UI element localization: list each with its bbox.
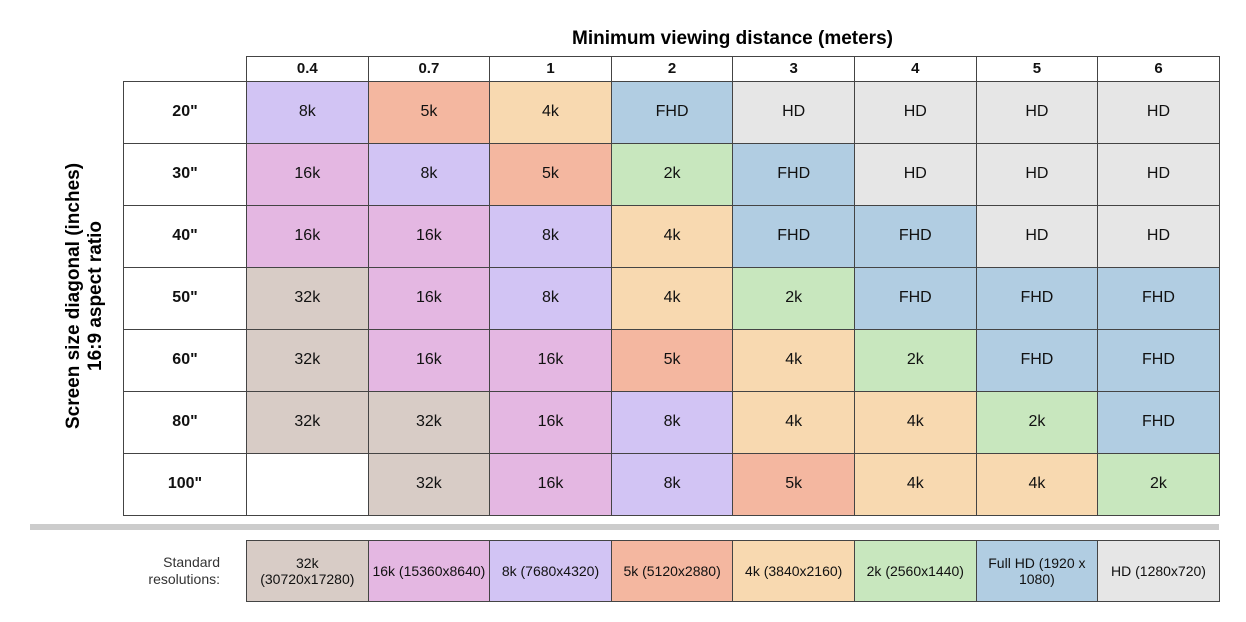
resolution-cell bbox=[246, 453, 369, 516]
resolution-cell: HD bbox=[732, 81, 855, 144]
resolution-cell: 4k bbox=[854, 453, 977, 516]
column-header: 6 bbox=[1097, 56, 1220, 82]
row-label: 100" bbox=[123, 453, 247, 516]
resolution-cell: 32k bbox=[246, 329, 369, 392]
legend-item: 4k (3840x2160) bbox=[732, 540, 855, 602]
resolution-cell: 32k bbox=[367, 453, 491, 516]
legend-item: 2k (2560x1440) bbox=[854, 540, 977, 602]
resolution-cell: 16k bbox=[489, 453, 612, 516]
legend-item: 16k (15360x8640) bbox=[367, 540, 491, 602]
resolution-cell: HD bbox=[975, 143, 1099, 206]
resolution-cell: 4k bbox=[489, 81, 612, 144]
resolution-cell: 32k bbox=[246, 391, 369, 454]
resolution-cell: 8k bbox=[610, 453, 734, 516]
column-header: 3 bbox=[732, 56, 855, 82]
resolution-cell: FHD bbox=[975, 329, 1099, 392]
row-label: 20" bbox=[123, 81, 247, 144]
title: Minimum viewing distance (meters) bbox=[572, 28, 893, 49]
column-header: 0.7 bbox=[367, 56, 491, 82]
separator bbox=[30, 524, 1219, 530]
column-header: 1 bbox=[489, 56, 612, 82]
resolution-cell: 2k bbox=[975, 391, 1099, 454]
resolution-cell: FHD bbox=[975, 267, 1099, 330]
column-header: 0.4 bbox=[246, 56, 369, 82]
legend-item: HD (1280x720) bbox=[1097, 540, 1220, 602]
side-label: Screen size diagonal (inches) 16:9 aspec… bbox=[63, 163, 107, 429]
resolution-cell: 2k bbox=[732, 267, 855, 330]
resolution-cell: 16k bbox=[367, 267, 491, 330]
resolution-cell: 32k bbox=[367, 391, 491, 454]
resolution-cell: 8k bbox=[367, 143, 491, 206]
resolution-cell: 5k bbox=[489, 143, 612, 206]
resolution-cell: FHD bbox=[1097, 329, 1220, 392]
resolution-cell: FHD bbox=[854, 267, 977, 330]
legend-item: Full HD (1920 x 1080) bbox=[975, 540, 1099, 602]
column-header: 4 bbox=[854, 56, 977, 82]
resolution-cell: 16k bbox=[246, 205, 369, 268]
row-label: 60" bbox=[123, 329, 247, 392]
resolution-cell: 4k bbox=[854, 391, 977, 454]
resolution-cell: HD bbox=[854, 143, 977, 206]
legend-item: 32k (30720x17280) bbox=[246, 540, 369, 602]
resolution-cell: 8k bbox=[610, 391, 734, 454]
resolution-cell: 16k bbox=[367, 329, 491, 392]
row-label: 80" bbox=[123, 391, 247, 454]
resolution-cell: 16k bbox=[489, 329, 612, 392]
column-header: 2 bbox=[610, 56, 734, 82]
resolution-cell: HD bbox=[1097, 143, 1220, 206]
resolution-cell: HD bbox=[1097, 205, 1220, 268]
resolution-cell: FHD bbox=[610, 81, 734, 144]
resolution-cell: FHD bbox=[1097, 391, 1220, 454]
legend-label: Standard resolutions: bbox=[148, 553, 220, 587]
resolution-cell: 8k bbox=[246, 81, 369, 144]
side-label-line: 16:9 aspect ratio bbox=[85, 221, 106, 371]
resolution-cell: 4k bbox=[732, 391, 855, 454]
resolution-cell: 16k bbox=[367, 205, 491, 268]
resolution-cell: 5k bbox=[610, 329, 734, 392]
resolution-cell: 4k bbox=[610, 205, 734, 268]
resolution-cell: 8k bbox=[489, 205, 612, 268]
resolution-cell: 32k bbox=[246, 267, 369, 330]
resolution-cell: 16k bbox=[246, 143, 369, 206]
resolution-cell: 2k bbox=[1097, 453, 1220, 516]
resolution-cell: FHD bbox=[1097, 267, 1220, 330]
resolution-cell: HD bbox=[975, 81, 1099, 144]
resolution-cell: HD bbox=[975, 205, 1099, 268]
side-label-line: Screen size diagonal (inches) bbox=[63, 162, 85, 430]
resolution-cell: 4k bbox=[975, 453, 1099, 516]
legend-item: 5k (5120x2880) bbox=[610, 540, 734, 602]
resolution-cell: 4k bbox=[732, 329, 855, 392]
resolution-cell: 16k bbox=[489, 391, 612, 454]
resolution-cell: FHD bbox=[732, 205, 855, 268]
resolution-cell: 2k bbox=[854, 329, 977, 392]
resolution-cell: 5k bbox=[732, 453, 855, 516]
row-label: 30" bbox=[123, 143, 247, 206]
row-label: 40" bbox=[123, 205, 247, 268]
resolution-cell: 4k bbox=[610, 267, 734, 330]
resolution-cell: HD bbox=[1097, 81, 1220, 144]
row-label: 50" bbox=[123, 267, 247, 330]
resolution-cell: FHD bbox=[854, 205, 977, 268]
column-header: 5 bbox=[975, 56, 1099, 82]
resolution-cell: 8k bbox=[489, 267, 612, 330]
resolution-cell: FHD bbox=[732, 143, 855, 206]
resolution-cell: 5k bbox=[367, 81, 491, 144]
resolution-cell: 2k bbox=[610, 143, 734, 206]
legend-item: 8k (7680x4320) bbox=[489, 540, 612, 602]
resolution-cell: HD bbox=[854, 81, 977, 144]
